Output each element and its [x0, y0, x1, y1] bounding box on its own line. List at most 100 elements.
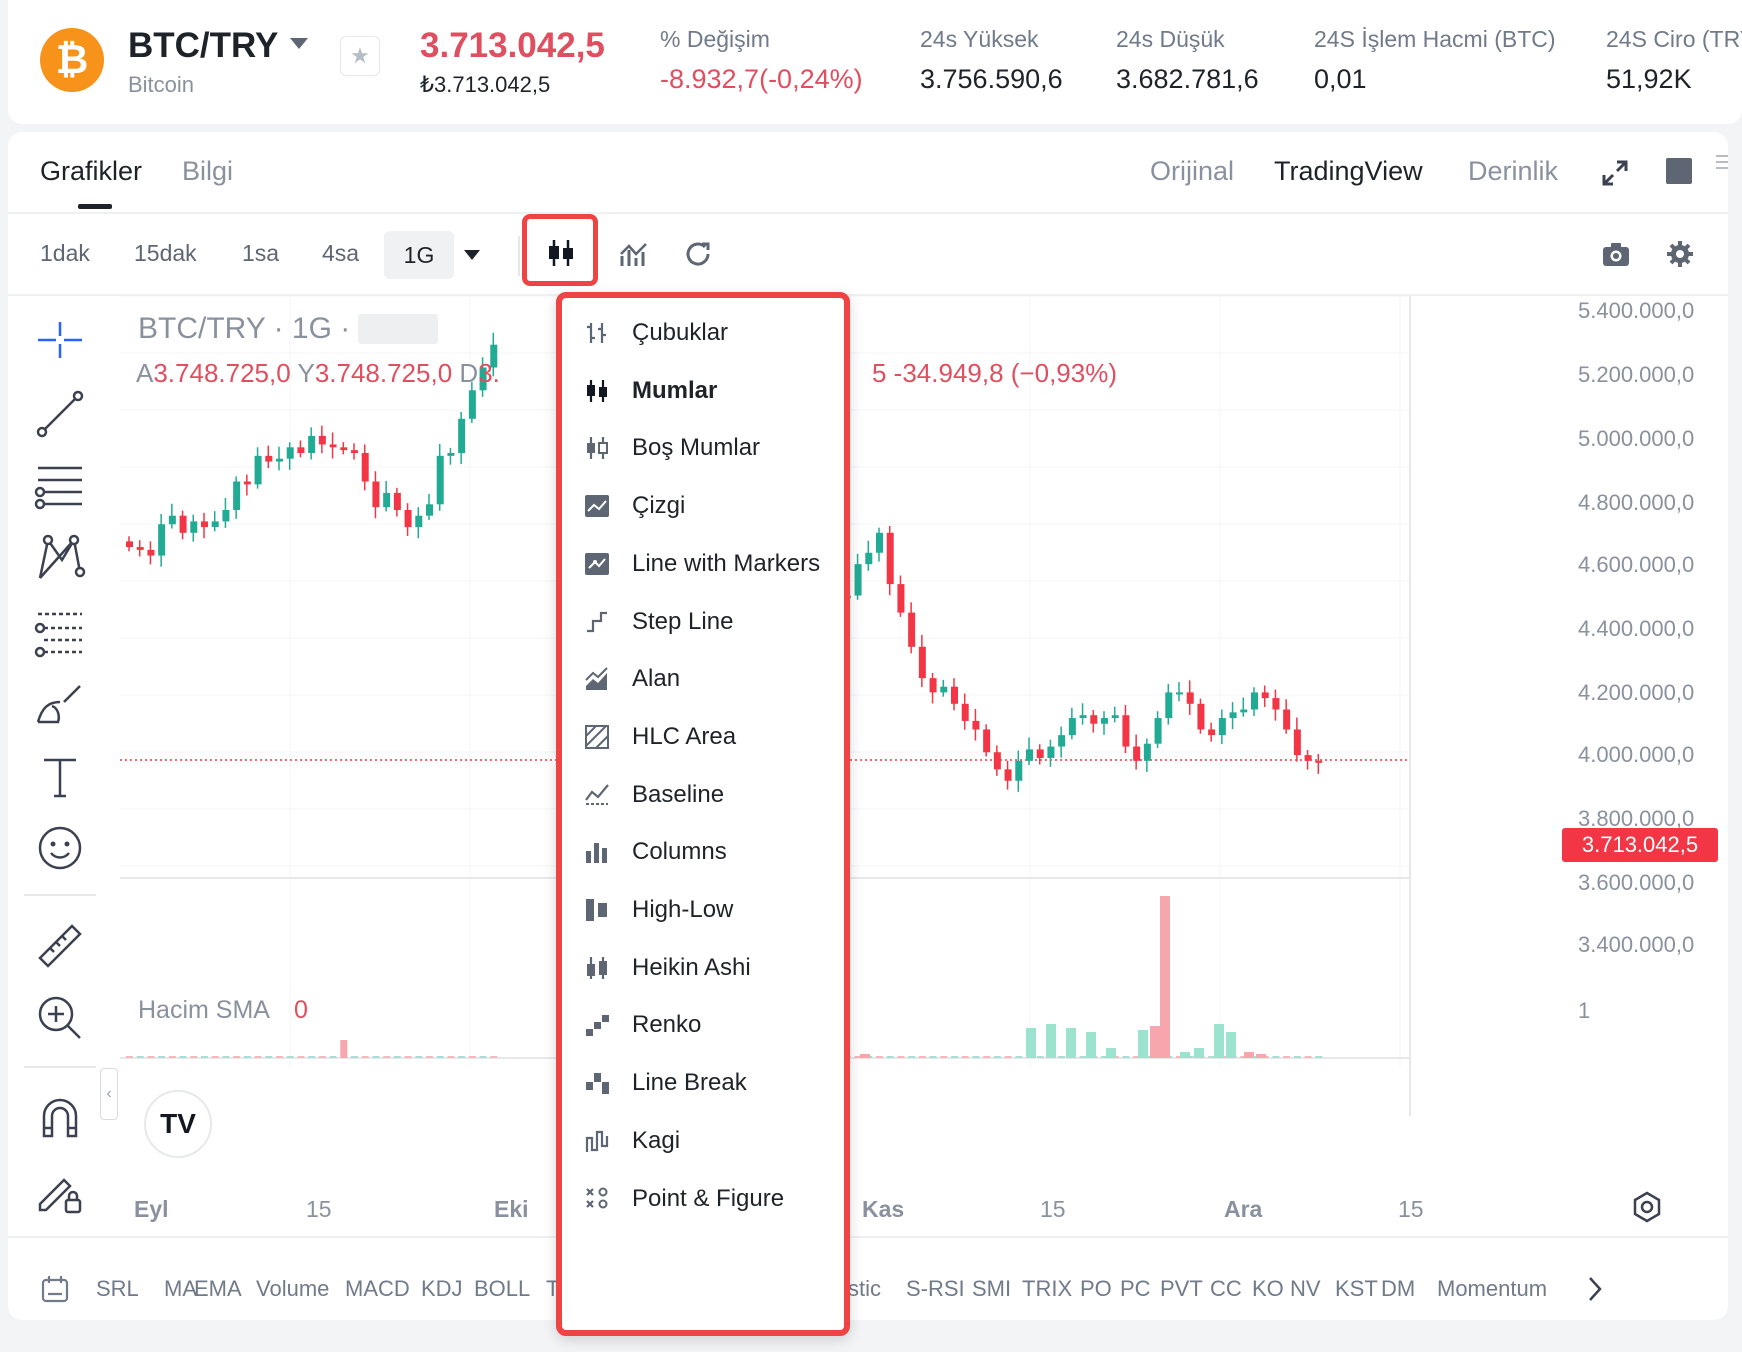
trend-line-icon[interactable]: [34, 388, 86, 440]
candle-body: [308, 435, 316, 453]
price-axis-tick: 3.800.000,0: [1578, 806, 1695, 831]
volume-bar: [126, 1056, 133, 1058]
indicator-pvt[interactable]: PVT: [1160, 1276, 1203, 1301]
indicator-srl[interactable]: SRL: [96, 1276, 139, 1301]
indicator-ma[interactable]: MA: [164, 1276, 197, 1301]
crosshair-icon[interactable]: [34, 314, 86, 366]
volume-bar: [1214, 1024, 1224, 1058]
chart-type-option-kagi[interactable]: Kagi: [562, 1110, 844, 1174]
refresh-icon[interactable]: [682, 238, 714, 270]
volume-bar: [243, 1056, 251, 1058]
indicator-kdj[interactable]: KDJ: [421, 1276, 463, 1301]
chart-type-option-hlc-area[interactable]: HLC Area: [562, 706, 844, 770]
ruler-icon[interactable]: [34, 920, 86, 972]
indicator-ko[interactable]: KO: [1252, 1276, 1284, 1301]
chart-type-option-bars[interactable]: Çubuklar: [562, 302, 844, 366]
indicator-pc[interactable]: PC: [1120, 1276, 1151, 1301]
tab-charts[interactable]: Grafikler: [40, 156, 143, 186]
chart-type-option-baseline[interactable]: Baseline: [562, 764, 844, 828]
price-chart[interactable]: [120, 296, 1720, 1236]
magnet-icon[interactable]: [34, 1090, 86, 1142]
candle-body: [329, 444, 337, 448]
pattern-icon[interactable]: [34, 532, 86, 584]
indicator-ema[interactable]: EMA: [194, 1276, 242, 1301]
fullscreen-icon[interactable]: [1600, 158, 1630, 188]
volume-bar: [1066, 1028, 1076, 1058]
lock-drawings-icon[interactable]: [34, 1164, 86, 1216]
volume-bar: [393, 1056, 401, 1058]
chart-type-option-renko[interactable]: Renko: [562, 994, 844, 1058]
indicator-volume[interactable]: Volume: [256, 1276, 330, 1301]
view-tab-original[interactable]: Orijinal: [1150, 156, 1235, 186]
candle-body: [1176, 692, 1183, 695]
interval-dropdown-icon[interactable]: [464, 250, 480, 260]
candle-body: [886, 532, 894, 585]
chart-type-option-line-markers[interactable]: Line with Markers: [562, 533, 844, 597]
interval-1m[interactable]: 1dak: [40, 240, 90, 266]
candle-body: [993, 752, 1001, 770]
time-axis-tick: Ara: [1224, 1196, 1263, 1222]
point-figure-icon: [584, 1186, 610, 1212]
volume-bar: [1015, 1056, 1023, 1058]
volume-bar: [1244, 1052, 1254, 1058]
camera-icon[interactable]: [1600, 240, 1632, 268]
candle-body: [254, 455, 262, 485]
settings-gear-icon[interactable]: [1664, 238, 1696, 270]
volume-bar: [254, 1056, 262, 1058]
indicator-trix[interactable]: TRIX: [1022, 1276, 1073, 1301]
chart-type-option-columns[interactable]: Columns: [562, 821, 844, 885]
chart-type-option-hollow-candles[interactable]: Boş Mumlar: [562, 417, 844, 481]
interval-4h[interactable]: 4sa: [322, 240, 360, 266]
indicator-stic[interactable]: stic: [848, 1276, 881, 1301]
brush-icon[interactable]: [34, 678, 86, 730]
indicator-po[interactable]: PO: [1080, 1276, 1112, 1301]
chart-type-button-highlight[interactable]: [522, 214, 598, 286]
candle-body: [1261, 692, 1269, 699]
line-icon: [584, 493, 610, 519]
view-tab-depth[interactable]: Derinlik: [1468, 156, 1559, 186]
indicator-smi[interactable]: SMI: [972, 1276, 1012, 1301]
chart-type-option-point-figure[interactable]: Point & Figure: [562, 1168, 844, 1232]
indicator-macd[interactable]: MACD: [345, 1276, 410, 1301]
chart-type-option-candles[interactable]: Mumlar: [562, 360, 844, 424]
volume-bar: [436, 1056, 444, 1058]
indicator-kst[interactable]: KST: [1335, 1276, 1378, 1301]
indicator-cc[interactable]: CC: [1210, 1276, 1242, 1301]
scroll-right-icon[interactable]: [1584, 1274, 1606, 1304]
collapse-toolbar-icon[interactable]: ‹: [100, 1068, 118, 1120]
chart-type-option-label: Heikin Ashi: [632, 953, 751, 981]
calendar-icon[interactable]: [40, 1274, 70, 1304]
indicator-boll[interactable]: BOLL: [474, 1276, 531, 1301]
chart-type-option-line[interactable]: Çizgi: [562, 475, 844, 539]
candles-chart-type-icon[interactable]: [546, 238, 576, 268]
price-axis-tick: 5.200.000,0: [1578, 362, 1695, 387]
indicator-momentum[interactable]: Momentum: [1437, 1276, 1548, 1301]
chart-type-option-line-break[interactable]: Line Break: [562, 1052, 844, 1116]
interval-15m[interactable]: 15dak: [134, 240, 197, 266]
text-tool-icon[interactable]: [34, 750, 86, 802]
chart-card: [8, 132, 1728, 1320]
menu-lines-icon[interactable]: [1716, 154, 1728, 170]
chart-type-option-heikin-ashi[interactable]: Heikin Ashi: [562, 937, 844, 1001]
indicator-s-rsi[interactable]: S-RSI: [906, 1276, 965, 1301]
tab-info[interactable]: Bilgi: [182, 156, 234, 186]
horizontal-lines-icon[interactable]: [34, 460, 86, 512]
axis-settings-icon[interactable]: [1630, 1190, 1664, 1224]
layout-square-icon[interactable]: [1666, 158, 1692, 184]
view-tab-tradingview[interactable]: TradingView: [1274, 156, 1423, 186]
chart-type-option-high-low[interactable]: High-Low: [562, 879, 844, 943]
interval-1d[interactable]: 1G: [384, 231, 454, 279]
indicator-nv[interactable]: NV: [1290, 1276, 1321, 1301]
favorite-star-icon[interactable]: ★: [340, 36, 380, 76]
pair-name[interactable]: BTC/TRY: [128, 26, 279, 65]
chart-type-option-area[interactable]: Alan: [562, 648, 844, 712]
pair-dropdown-icon[interactable]: [290, 38, 308, 49]
tradingview-logo-icon[interactable]: TV: [144, 1090, 212, 1158]
chart-type-option-step-line[interactable]: Step Line: [562, 591, 844, 655]
zoom-in-icon[interactable]: [34, 992, 86, 1044]
indicator-dm[interactable]: DM: [1381, 1276, 1416, 1301]
interval-1h[interactable]: 1sa: [242, 240, 280, 266]
fib-retracement-icon[interactable]: [34, 606, 86, 658]
indicators-icon[interactable]: [618, 238, 650, 270]
emoji-icon[interactable]: [34, 822, 86, 874]
